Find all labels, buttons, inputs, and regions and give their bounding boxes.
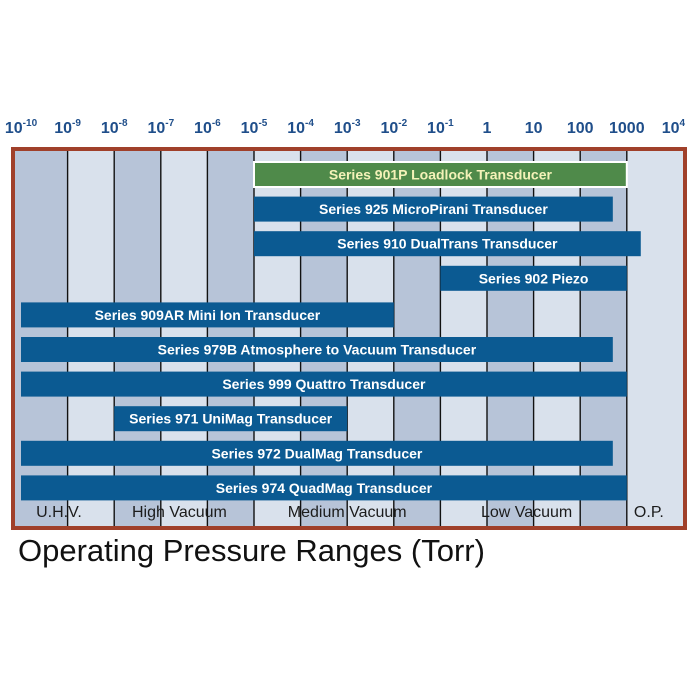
range-bar: Series 971 UniMag Transducer — [114, 406, 348, 432]
range-bar-rect — [21, 475, 627, 501]
range-bar-rect — [21, 440, 613, 466]
column-band — [13, 149, 21, 528]
x-axis-ticks: 10-10 10-9 10-8 10-7 10-6 10-5 10-4 10-3 10-2 10-… — [5, 118, 686, 137]
tick-label: 1 — [483, 120, 492, 137]
range-bar: Series 909AR Mini Ion Transducer — [21, 302, 394, 328]
range-bar-rect — [21, 371, 627, 397]
region-label: Low Vacuum — [481, 504, 572, 521]
region-label: High Vacuum — [132, 504, 227, 521]
range-bar-rect — [254, 196, 613, 222]
range-bar-rect — [21, 337, 613, 362]
tick-label: 10-1 — [427, 118, 454, 137]
range-bar-rect — [254, 231, 641, 257]
tick-label: 10-7 — [147, 118, 174, 137]
range-bar-rect — [21, 302, 394, 328]
range-bar: Series 902 Piezo — [440, 265, 627, 291]
range-bar: Series 972 DualMag Transducer — [21, 440, 613, 466]
range-bar: Series 999 Quattro Transducer — [21, 371, 627, 397]
region-label: Medium Vacuum — [288, 504, 407, 521]
tick-label: 10-9 — [54, 118, 81, 137]
range-bar-rect — [253, 161, 628, 188]
tick-label: 10-10 — [5, 118, 38, 137]
range-bar-label: Series 974 QuadMag Transducer — [216, 480, 433, 496]
region-labels: U.H.V. High Vacuum Medium Vacuum Low Vacuum… — [36, 504, 664, 521]
range-bar-label: Series 909AR Mini Ion Transducer — [95, 307, 321, 323]
range-bar-rect — [114, 406, 348, 432]
range-bar-label: Series 902 Piezo — [479, 270, 589, 286]
tick-label: 10-8 — [101, 118, 128, 137]
tick-label: 10-4 — [287, 118, 314, 137]
range-bar-label: Series 901P Loadlock Transducer — [329, 167, 553, 183]
range-bars: Series 901P Loadlock Transducer Series 92… — [21, 161, 641, 501]
range-bar: Series 910 DualTrans Transducer — [254, 231, 641, 257]
tick-label: 10-5 — [241, 118, 268, 137]
range-bar-label: Series 979B Atmosphere to Vacuum Transdu… — [158, 342, 477, 358]
tick-label: 1000 — [609, 120, 645, 137]
tick-label: 10-6 — [194, 118, 221, 137]
range-bar: Series 901P Loadlock Transducer — [253, 161, 628, 188]
range-bar-label: Series 971 UniMag Transducer — [129, 411, 333, 427]
range-bar-label: Series 999 Quattro Transducer — [222, 376, 426, 392]
range-bar-rect — [440, 265, 627, 291]
range-bar: Series 979B Atmosphere to Vacuum Transdu… — [21, 337, 613, 362]
chart-caption: Operating Pressure Ranges (Torr) — [18, 533, 485, 568]
tick-label: 10 — [525, 120, 543, 137]
chart-frame — [11, 147, 687, 530]
column-band — [626, 149, 674, 528]
range-bar: Series 925 MicroPirani Transducer — [254, 196, 613, 222]
region-label: U.H.V. — [36, 504, 82, 521]
tick-label: 104 — [662, 118, 686, 137]
tick-label: 10-2 — [380, 118, 407, 137]
range-bar-label: Series 925 MicroPirani Transducer — [319, 201, 548, 217]
tick-label: 10-3 — [334, 118, 361, 137]
tick-label: 100 — [567, 120, 594, 137]
range-bar-label: Series 910 DualTrans Transducer — [337, 236, 558, 252]
range-bar: Series 974 QuadMag Transducer — [21, 475, 627, 501]
region-label: O.P. — [634, 504, 664, 521]
range-bar-label: Series 972 DualMag Transducer — [211, 445, 422, 461]
